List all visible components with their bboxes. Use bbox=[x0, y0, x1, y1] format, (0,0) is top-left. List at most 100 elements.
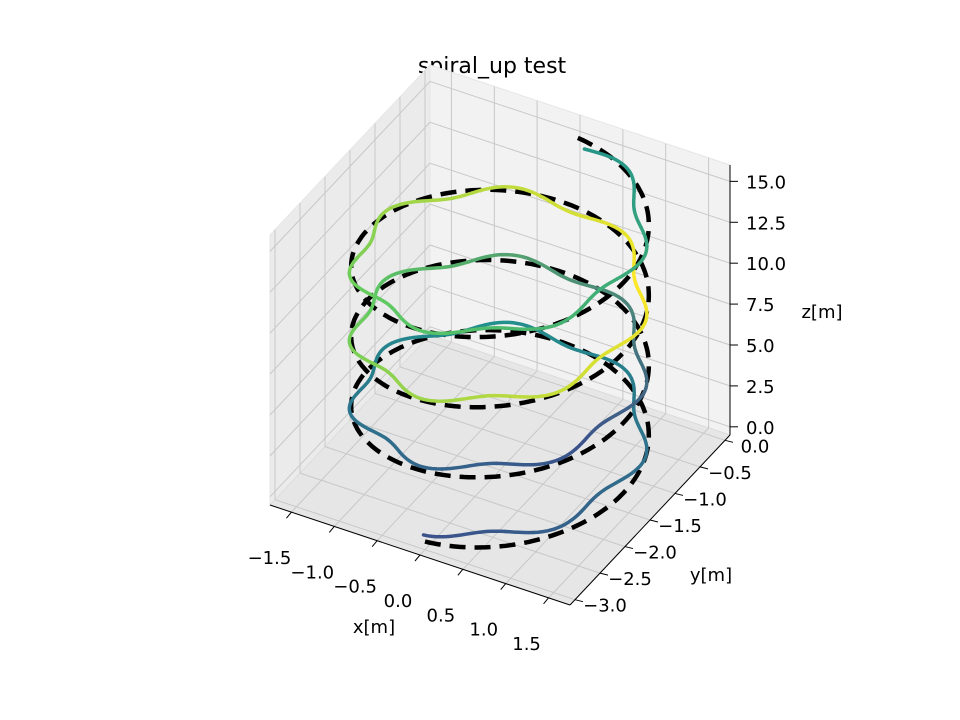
grid-line-y bbox=[374, 123, 676, 494]
y-tick-label: −2.0 bbox=[633, 543, 677, 564]
trajectory-segment bbox=[632, 411, 643, 433]
trajectory-segment bbox=[449, 327, 482, 335]
z-tick-label: 2.5 bbox=[746, 377, 775, 398]
trajectory-segment bbox=[627, 373, 636, 397]
trajectory-segment bbox=[477, 529, 507, 534]
trajectory-segment bbox=[390, 306, 406, 323]
trajectory-segment bbox=[468, 461, 499, 468]
trajectory-segment bbox=[466, 253, 497, 264]
x-tick bbox=[371, 540, 378, 548]
grid-line-z bbox=[269, 162, 731, 334]
trajectory-segment bbox=[407, 391, 434, 403]
trajectory-segment bbox=[373, 345, 388, 364]
trajectory-segment bbox=[439, 463, 473, 471]
trajectory-segment bbox=[483, 320, 516, 327]
trajectory-segment bbox=[632, 207, 643, 229]
trajectory-segment bbox=[443, 260, 471, 269]
trajectory-segment bbox=[607, 403, 634, 421]
trajectory-segment bbox=[631, 189, 636, 212]
grid-line-y bbox=[274, 229, 576, 601]
trajectory-segment bbox=[550, 447, 578, 464]
trajectory-segment bbox=[347, 271, 360, 289]
trajectory-segment bbox=[362, 356, 385, 371]
trajectory-segment bbox=[359, 374, 374, 391]
trajectory-segment bbox=[552, 202, 578, 217]
trajectory-segment bbox=[398, 198, 430, 207]
y-tick-label: −0.5 bbox=[708, 463, 752, 484]
trajectory-segment bbox=[609, 358, 632, 377]
trajectory-segment bbox=[566, 368, 589, 389]
trajectory-segment bbox=[520, 255, 550, 270]
x-tick bbox=[457, 568, 464, 576]
grid-line-x bbox=[291, 72, 452, 513]
grid-line-z bbox=[269, 80, 731, 252]
y-tick-label: −1.5 bbox=[658, 516, 702, 537]
z-tick-label: 5.0 bbox=[746, 336, 775, 357]
trajectory-segment bbox=[579, 493, 599, 514]
x-tick-label: 0.5 bbox=[427, 605, 456, 626]
y-tick bbox=[699, 466, 709, 470]
trajectory-segment bbox=[559, 341, 587, 355]
trajectory-segment bbox=[629, 386, 648, 408]
trajectory-segment bbox=[379, 202, 402, 218]
grid-line-y bbox=[349, 150, 651, 521]
trajectory-segment bbox=[559, 306, 584, 325]
trajectory-segment bbox=[541, 384, 571, 398]
trajectory-segment bbox=[642, 367, 649, 391]
trajectory-segment bbox=[614, 262, 640, 281]
trajectory-segment bbox=[582, 147, 613, 160]
grid-line-z bbox=[269, 121, 731, 293]
trajectory-segment bbox=[430, 397, 463, 403]
y-tick-label: −2.5 bbox=[608, 569, 652, 590]
z-tick-label: 7.5 bbox=[746, 295, 775, 316]
trajectory-segment bbox=[636, 287, 648, 310]
trajectory-segment bbox=[348, 343, 366, 361]
trajectory-segment bbox=[636, 244, 649, 267]
y-tick-label: −3.0 bbox=[583, 596, 627, 617]
trajectory-segment bbox=[381, 366, 398, 382]
grid-line-z bbox=[269, 326, 731, 498]
x-tick bbox=[414, 554, 421, 562]
trajectory-segment bbox=[421, 533, 454, 539]
grid-line-z bbox=[269, 244, 731, 416]
grid-line-z bbox=[269, 285, 731, 457]
trajectory-segment bbox=[503, 529, 535, 535]
trajectory-segment bbox=[368, 428, 390, 442]
grid-line-x bbox=[548, 157, 710, 599]
trajectory-segment bbox=[355, 242, 371, 260]
trajectory-segment bbox=[375, 273, 394, 291]
tick-labels: −1.5−1.0−0.50.00.51.01.50.0−0.5−1.0−1.5−… bbox=[248, 172, 787, 654]
grid-line-x bbox=[376, 100, 538, 542]
trajectory-segment bbox=[631, 269, 640, 291]
y-axis-label: y[m] bbox=[690, 565, 732, 586]
trajectory-segment bbox=[348, 387, 364, 405]
axis-lines bbox=[269, 165, 738, 606]
trajectory-segment bbox=[512, 394, 545, 399]
trajectory-segment bbox=[414, 462, 444, 471]
trajectory-segment bbox=[595, 277, 619, 294]
trajectory-segment bbox=[394, 378, 412, 395]
y-tick bbox=[649, 519, 659, 523]
trajectory-segment bbox=[351, 314, 368, 333]
x-axis-label: x[m] bbox=[353, 617, 395, 638]
trajectory-spiral bbox=[347, 147, 649, 539]
trajectory-segment bbox=[633, 349, 646, 371]
x-tick-label: 0.0 bbox=[384, 591, 413, 612]
trajectory-segment bbox=[451, 189, 479, 200]
trajectory-segment bbox=[622, 324, 645, 345]
trajectory-segment bbox=[614, 466, 640, 485]
z-axis-label: z[m] bbox=[801, 302, 842, 323]
x-tick-label: −1.0 bbox=[290, 562, 334, 583]
trajectory-segment bbox=[407, 333, 439, 340]
y-tick-label: 0.0 bbox=[741, 436, 770, 457]
x-tick bbox=[328, 526, 335, 533]
grid-line-y bbox=[299, 203, 601, 574]
trajectory-segment bbox=[459, 394, 490, 402]
trajectory-segment bbox=[574, 212, 604, 224]
trajectory-segment bbox=[356, 285, 379, 300]
trajectory-segment bbox=[521, 460, 555, 467]
trajectory-segment bbox=[347, 328, 355, 348]
z-tick-label: 12.5 bbox=[746, 213, 786, 234]
x-tick bbox=[543, 597, 549, 605]
